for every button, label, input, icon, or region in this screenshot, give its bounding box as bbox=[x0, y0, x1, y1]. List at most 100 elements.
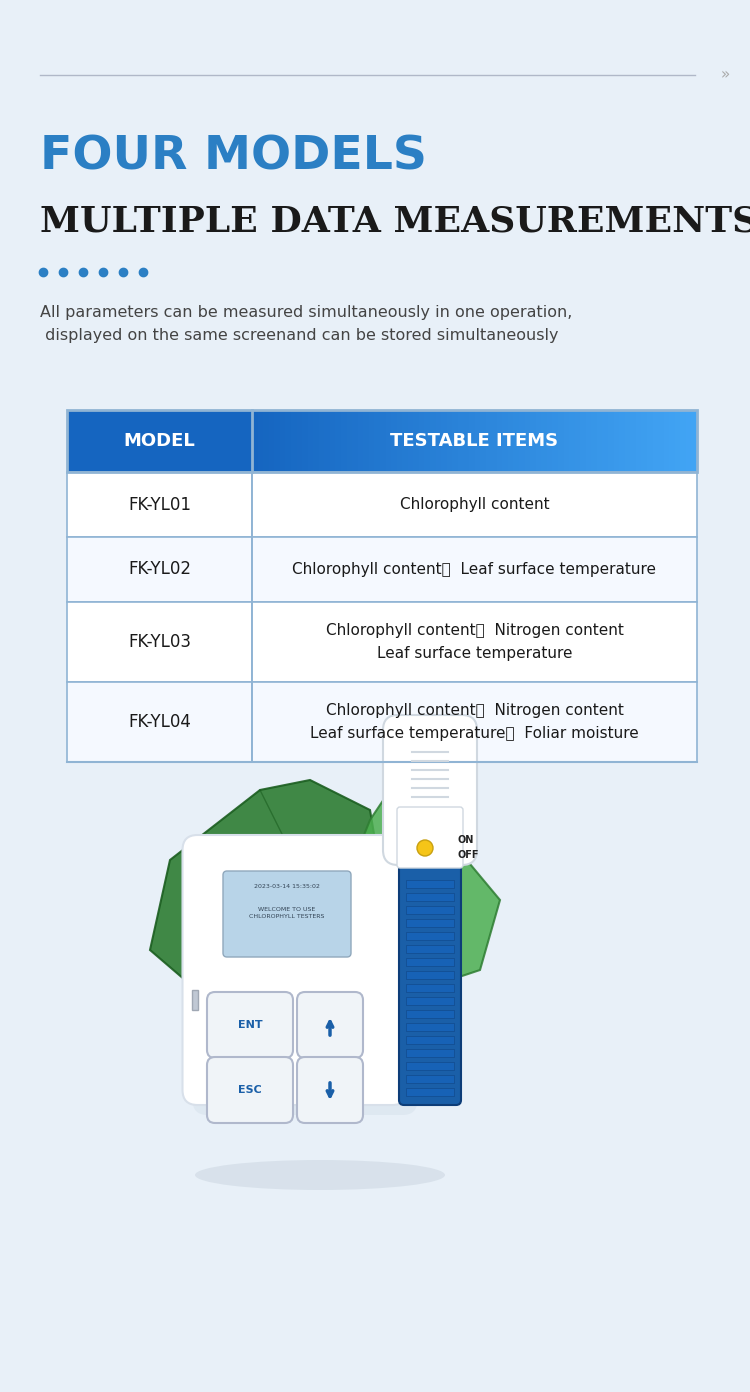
Bar bbox=[296, 411, 302, 472]
Bar bbox=[391, 411, 398, 472]
Bar bbox=[346, 411, 352, 472]
Bar bbox=[536, 411, 542, 472]
Bar bbox=[620, 411, 626, 472]
Bar bbox=[406, 1011, 454, 1018]
Bar bbox=[406, 1062, 454, 1070]
Bar bbox=[330, 411, 336, 472]
Bar bbox=[547, 411, 553, 472]
Bar bbox=[503, 411, 509, 472]
Bar bbox=[413, 411, 419, 472]
Bar bbox=[363, 411, 369, 472]
Bar bbox=[358, 411, 364, 472]
Bar bbox=[692, 411, 698, 472]
Bar bbox=[630, 411, 636, 472]
Bar bbox=[252, 472, 697, 537]
Bar bbox=[597, 411, 603, 472]
Bar bbox=[675, 411, 681, 472]
Bar bbox=[252, 682, 697, 761]
Bar bbox=[580, 411, 586, 472]
FancyBboxPatch shape bbox=[297, 992, 363, 1058]
FancyBboxPatch shape bbox=[193, 845, 418, 1115]
Bar bbox=[608, 411, 614, 472]
Text: Chlorophyll content，  Leaf surface temperature: Chlorophyll content， Leaf surface temper… bbox=[292, 562, 656, 578]
Bar bbox=[319, 411, 325, 472]
Bar bbox=[191, 990, 197, 1011]
Text: FK-YL01: FK-YL01 bbox=[128, 496, 191, 514]
Bar bbox=[324, 411, 330, 472]
Bar bbox=[352, 411, 358, 472]
Bar bbox=[447, 411, 453, 472]
Bar bbox=[652, 411, 658, 472]
Bar bbox=[424, 411, 430, 472]
Bar bbox=[508, 411, 514, 472]
Bar bbox=[274, 411, 280, 472]
Bar bbox=[67, 411, 252, 472]
Text: All parameters can be measured simultaneously in one operation,: All parameters can be measured simultane… bbox=[40, 305, 572, 320]
Circle shape bbox=[417, 839, 433, 856]
Bar bbox=[406, 1089, 454, 1096]
Bar bbox=[380, 411, 386, 472]
Bar bbox=[491, 411, 497, 472]
Bar bbox=[419, 411, 425, 472]
Bar bbox=[285, 411, 292, 472]
Bar bbox=[252, 537, 697, 601]
Bar bbox=[252, 601, 697, 682]
FancyBboxPatch shape bbox=[207, 1057, 293, 1123]
Bar bbox=[406, 906, 454, 915]
Bar bbox=[302, 411, 308, 472]
Bar bbox=[341, 411, 347, 472]
Bar bbox=[406, 1050, 454, 1057]
Bar bbox=[669, 411, 675, 472]
Bar bbox=[496, 411, 502, 472]
Bar bbox=[280, 411, 286, 472]
Bar bbox=[602, 411, 608, 472]
Bar bbox=[406, 919, 454, 927]
Bar bbox=[314, 411, 320, 472]
FancyBboxPatch shape bbox=[383, 715, 477, 864]
Bar bbox=[406, 933, 454, 940]
FancyBboxPatch shape bbox=[399, 814, 461, 1105]
Bar bbox=[291, 411, 297, 472]
Bar bbox=[374, 411, 380, 472]
Bar bbox=[268, 411, 274, 472]
Text: ESC: ESC bbox=[238, 1084, 262, 1096]
Ellipse shape bbox=[195, 1160, 445, 1190]
Text: MODEL: MODEL bbox=[124, 432, 195, 450]
Bar bbox=[406, 894, 454, 901]
Bar bbox=[658, 411, 664, 472]
Bar bbox=[586, 411, 592, 472]
Text: Chlorophyll content，  Nitrogen content
Leaf surface temperature，  Foliar moistur: Chlorophyll content， Nitrogen content Le… bbox=[310, 703, 639, 741]
Bar bbox=[542, 411, 548, 472]
Text: FOUR MODELS: FOUR MODELS bbox=[40, 135, 427, 180]
Text: ENT: ENT bbox=[238, 1020, 262, 1030]
Bar bbox=[647, 411, 653, 472]
Bar bbox=[386, 411, 392, 472]
Bar bbox=[469, 411, 475, 472]
Bar bbox=[614, 411, 620, 472]
Bar bbox=[452, 411, 458, 472]
Bar bbox=[406, 1075, 454, 1083]
Text: TESTABLE ITEMS: TESTABLE ITEMS bbox=[391, 432, 559, 450]
Bar bbox=[406, 945, 454, 954]
Bar bbox=[252, 411, 258, 472]
FancyBboxPatch shape bbox=[297, 1057, 363, 1123]
Bar bbox=[574, 411, 580, 472]
Text: WELCOME TO USE
CHLOROPHYLL TESTERS: WELCOME TO USE CHLOROPHYLL TESTERS bbox=[249, 908, 325, 919]
Bar bbox=[263, 411, 269, 472]
Bar bbox=[67, 537, 252, 601]
FancyBboxPatch shape bbox=[207, 992, 293, 1058]
Bar bbox=[430, 411, 436, 472]
Bar bbox=[464, 411, 470, 472]
Bar bbox=[406, 880, 454, 888]
Bar bbox=[558, 411, 564, 472]
Bar bbox=[563, 411, 569, 472]
Bar bbox=[67, 682, 252, 761]
Bar bbox=[524, 411, 531, 472]
Bar bbox=[406, 997, 454, 1005]
Bar bbox=[308, 411, 314, 472]
Bar bbox=[406, 984, 454, 992]
Bar bbox=[591, 411, 597, 472]
Bar bbox=[530, 411, 536, 472]
Bar bbox=[67, 472, 252, 537]
Bar bbox=[680, 411, 686, 472]
